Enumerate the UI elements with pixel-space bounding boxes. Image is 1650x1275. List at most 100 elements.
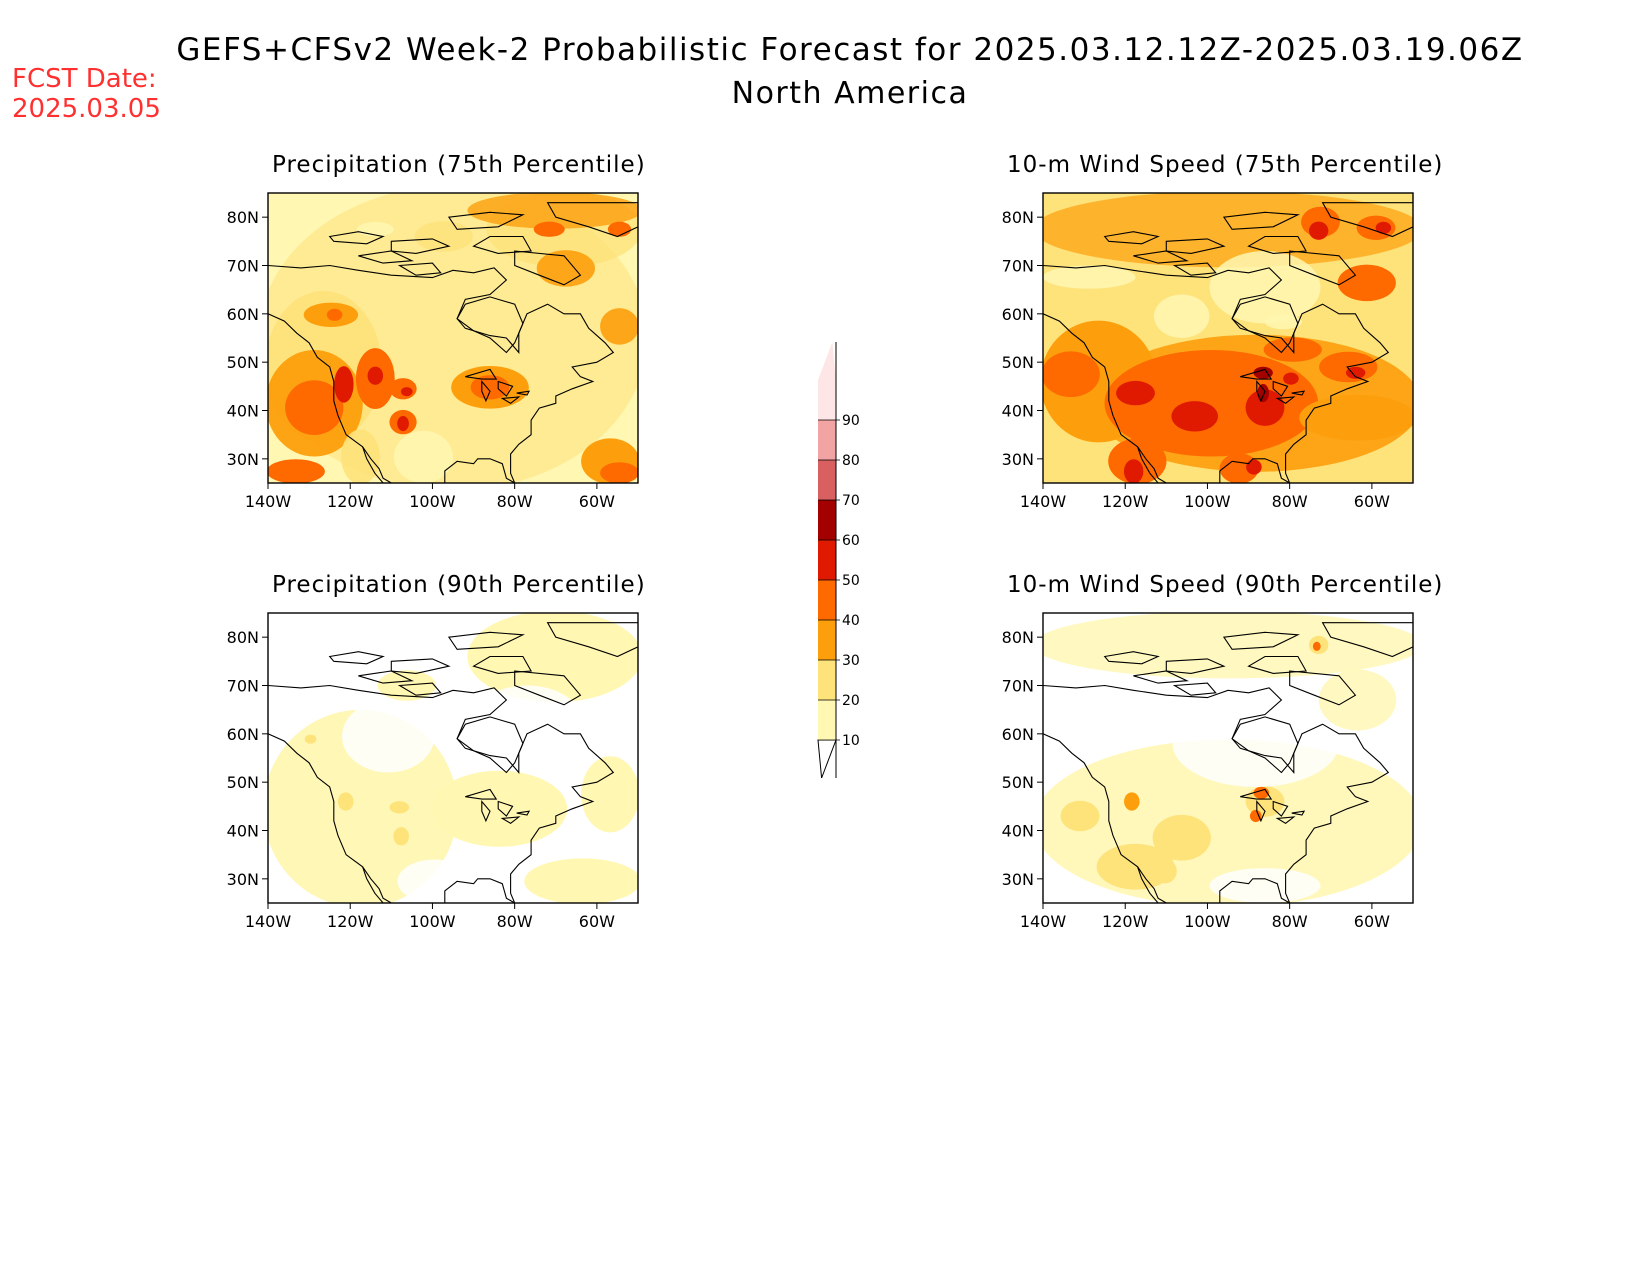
probability-area-c50 (1171, 401, 1219, 432)
figure-subtitle: North America (731, 76, 969, 111)
probability-area-c10 (1043, 613, 1413, 679)
great-lake-outline (1275, 396, 1296, 404)
panel-title-wind75: 10-m Wind Speed (75th Percentile) (1007, 152, 1444, 178)
lon-tick-label: 100W (409, 912, 456, 931)
low-probability-area (356, 222, 394, 237)
probability-area-c50 (1116, 380, 1155, 406)
lon-tick-label: 140W (245, 492, 292, 511)
probability-area-c50 (1245, 389, 1285, 426)
probability-area-c40 (1249, 809, 1262, 823)
colorbar-level-label: 90 (842, 413, 860, 429)
great-lake-outline (497, 380, 514, 397)
probability-area-c60 (1253, 366, 1273, 379)
low-probability-area (1154, 294, 1210, 338)
colorbar-swatch-c10 (818, 700, 836, 740)
probability-area-c20 (393, 827, 409, 846)
probability-area-c10 (524, 858, 638, 903)
fcst-date-label: FCST Date: (12, 64, 157, 94)
lat-tick-label: 40N (227, 402, 259, 421)
probability-area-c10 (431, 770, 568, 847)
lat-tick-label: 30N (227, 450, 259, 469)
low-probability-area (1043, 685, 1173, 744)
arctic-island-outline (397, 682, 442, 696)
great-lake-outline (497, 800, 514, 817)
probability-area-c40 (533, 221, 565, 237)
low-probability-area (393, 430, 453, 483)
lat-tick-label: 40N (227, 822, 259, 841)
lat-tick-label: 50N (227, 773, 259, 792)
coastline-north-east (1043, 684, 1390, 903)
great-lake-outline (1240, 368, 1273, 380)
arctic-island-outline (447, 631, 525, 650)
great-lake-outline (481, 799, 491, 823)
probability-area-c10 (1318, 669, 1397, 731)
colorbar-swatch-c60 (818, 500, 836, 540)
great-lake-outline (1256, 799, 1266, 823)
probability-area-c20 (1153, 858, 1177, 884)
arctic-island-outline (546, 202, 638, 238)
panel-title-precip90: Precipitation (90th Percentile) (272, 572, 646, 598)
lat-tick-label: 30N (1002, 450, 1034, 469)
lon-tick-label: 140W (245, 912, 292, 931)
lon-tick-label: 120W (327, 912, 374, 931)
coastline-baja (1137, 446, 1159, 483)
coastline-west (268, 313, 392, 483)
lon-tick-label: 60W (579, 912, 615, 931)
colorbar-level-label: 40 (842, 613, 860, 629)
arctic-island-outline (358, 250, 414, 264)
lon-tick-label: 60W (1354, 912, 1390, 931)
arctic-island-outline (397, 262, 442, 276)
probability-area-c50 (1246, 459, 1262, 475)
panel-title-precip75: Precipitation (75th Percentile) (272, 152, 646, 178)
lon-tick-label: 80W (497, 912, 533, 931)
lat-tick-label: 40N (1002, 822, 1034, 841)
lat-tick-label: 70N (227, 677, 259, 696)
arctic-island-outline (1289, 250, 1357, 286)
great-lake-outline (465, 788, 498, 800)
probability-area-c50 (397, 415, 409, 432)
great-lake-outline (1240, 788, 1273, 800)
great-lake-outline (1275, 816, 1296, 824)
probability-area-c20 (304, 734, 317, 744)
lat-tick-label: 30N (1002, 870, 1034, 889)
probability-area-c40 (1219, 453, 1259, 483)
coastlines (268, 622, 638, 903)
map-panel-precip90: 140W 120W 100W 80W 60W 80N 70N 60N 50N 40N 30N (227, 612, 639, 931)
lat-tick-label: 60N (227, 305, 259, 324)
great-lake-outline (1256, 379, 1266, 403)
arctic-island-outline (1222, 211, 1300, 230)
lon-tick-label: 120W (1102, 912, 1149, 931)
colorbar-level-label: 50 (842, 573, 860, 589)
colorbar-swatch-c70 (818, 460, 836, 500)
hudson-bay-outline (1231, 296, 1299, 354)
coastline-north-east (1043, 264, 1390, 483)
coastline-west (268, 733, 392, 903)
arctic-island-outline (1133, 670, 1189, 684)
colorbar-level-label: 20 (842, 693, 860, 709)
probability-area-c30 (1124, 792, 1140, 811)
plot-frame (1042, 192, 1414, 484)
probability-area-c50 (334, 366, 354, 403)
probability-area-c30 (1299, 394, 1413, 441)
coastline-baja (362, 866, 384, 903)
colorbar-swatch-c50 (818, 540, 836, 580)
arctic-island-outline (1103, 651, 1160, 665)
coastline-baja (362, 446, 384, 483)
probability-area-c30 (536, 250, 595, 287)
probability-area-c50 (1345, 366, 1366, 379)
lon-tick-label: 140W (1020, 912, 1067, 931)
coastlines (268, 202, 638, 483)
colorbar-swatch-c20 (818, 660, 836, 700)
arctic-island-outline (1172, 682, 1217, 696)
great-lake-outline (500, 816, 521, 824)
lon-tick-label: 60W (579, 492, 615, 511)
probability-area-c50 (400, 387, 413, 397)
probability-area-c40 (1043, 351, 1100, 398)
lon-tick-label: 120W (327, 492, 374, 511)
arctic-island-outline (514, 250, 582, 286)
map-content: 140W 120W 100W 80W 60W 80N 70N 60N 50N 40N 30N (227, 192, 639, 511)
low-probability-area (397, 859, 472, 903)
lat-tick-label: 50N (1002, 773, 1034, 792)
plot-frame (267, 612, 639, 904)
probability-area-c40 (268, 459, 325, 483)
